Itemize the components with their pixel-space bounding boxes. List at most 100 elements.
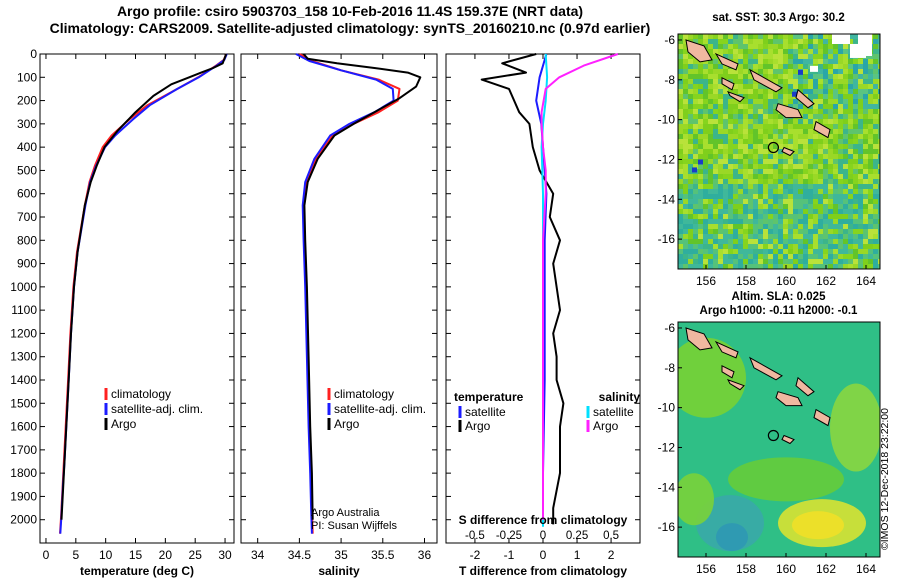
sst-cell <box>778 79 783 84</box>
sst-cell <box>718 69 723 74</box>
sst-cell <box>708 74 713 79</box>
sst-cell <box>733 44 738 49</box>
sst-cell <box>758 199 763 204</box>
sst-cell <box>828 194 833 199</box>
sst-cell <box>688 239 693 244</box>
sst-cell <box>813 229 818 234</box>
sst-cell <box>813 74 818 79</box>
sst-cell <box>703 59 708 64</box>
cold-pixel <box>792 91 797 97</box>
sst-cell <box>813 234 818 239</box>
sst-cell <box>863 134 868 139</box>
sst-cell <box>808 129 813 134</box>
sst-cell <box>723 139 728 144</box>
sst-cell <box>863 69 868 74</box>
sst-cell <box>683 224 688 229</box>
sst-cell <box>823 239 828 244</box>
sst-cell <box>693 219 698 224</box>
sst-cell <box>678 159 683 164</box>
sst-cell <box>843 254 848 259</box>
sst-cell <box>798 144 803 149</box>
sst-cell <box>703 189 708 194</box>
sst-cell <box>863 224 868 229</box>
sst-cell <box>813 239 818 244</box>
sst-cell <box>838 169 843 174</box>
sst-cell <box>813 214 818 219</box>
sst-cell <box>773 209 778 214</box>
sst-cell <box>878 189 880 194</box>
sst-cell <box>768 234 773 239</box>
sst-cell <box>808 54 813 59</box>
sst-cell <box>838 179 843 184</box>
sst-cell <box>743 254 748 259</box>
sst-cell <box>718 224 723 229</box>
sst-cell <box>878 144 880 149</box>
sst-cell <box>878 109 880 114</box>
sst-cell <box>753 154 758 159</box>
sst-cell <box>743 169 748 174</box>
sst-cell <box>803 129 808 134</box>
sst-cell <box>878 59 880 64</box>
sst-cell <box>678 154 683 159</box>
sst-cell <box>713 94 718 99</box>
sst-cell <box>823 89 828 94</box>
sst-cell <box>808 34 813 39</box>
sst-cell <box>813 149 818 154</box>
sst-cell <box>843 224 848 229</box>
sst-cell <box>838 159 843 164</box>
sst-cell <box>878 254 880 259</box>
lat-tick-label: -16 <box>658 232 676 246</box>
sst-cell <box>738 189 743 194</box>
sst-cell <box>763 264 768 269</box>
sst-cell <box>758 169 763 174</box>
sst-cell <box>813 219 818 224</box>
sst-cell <box>808 59 813 64</box>
sst-cell <box>743 39 748 44</box>
sst-cell <box>693 124 698 129</box>
sst-cell <box>798 154 803 159</box>
sst-cell <box>733 259 738 264</box>
sst-cell <box>808 239 813 244</box>
sst-cell <box>783 44 788 49</box>
x-tick-label: 35.5 <box>371 548 395 562</box>
sst-cell <box>858 239 863 244</box>
sst-cell <box>748 49 753 54</box>
sst-cell <box>743 129 748 134</box>
sst-cell <box>843 259 848 264</box>
sst-cell <box>743 134 748 139</box>
sst-cell <box>728 184 733 189</box>
sst-cell <box>813 264 818 269</box>
sst-cell <box>878 264 880 269</box>
sst-cell <box>743 74 748 79</box>
sst-cell <box>753 79 758 84</box>
sst-cell <box>853 144 858 149</box>
sst-cell <box>743 229 748 234</box>
sst-cell <box>768 199 773 204</box>
x-axis-label: temperature (deg C) <box>80 564 194 578</box>
sst-cell <box>788 184 793 189</box>
y-tick-label: 2000 <box>10 513 37 527</box>
sst-cell <box>858 169 863 174</box>
sst-cell <box>693 184 698 189</box>
sst-cell <box>828 209 833 214</box>
sst-cell <box>688 194 693 199</box>
sst-cell <box>723 129 728 134</box>
sst-cell <box>738 209 743 214</box>
sst-cell <box>688 189 693 194</box>
sst-cell <box>788 234 793 239</box>
sst-cell <box>683 64 688 69</box>
sst-cell <box>833 109 838 114</box>
sst-cell <box>813 59 818 64</box>
sst-cell <box>728 224 733 229</box>
sst-cell <box>738 184 743 189</box>
sst-cell <box>768 179 773 184</box>
sst-cell <box>723 184 728 189</box>
sst-cell <box>688 249 693 254</box>
sst-cell <box>743 99 748 104</box>
sst-cell <box>788 129 793 134</box>
sst-cell <box>698 154 703 159</box>
sst-cell <box>713 129 718 134</box>
sst-cell <box>728 34 733 39</box>
sst-cell <box>718 104 723 109</box>
